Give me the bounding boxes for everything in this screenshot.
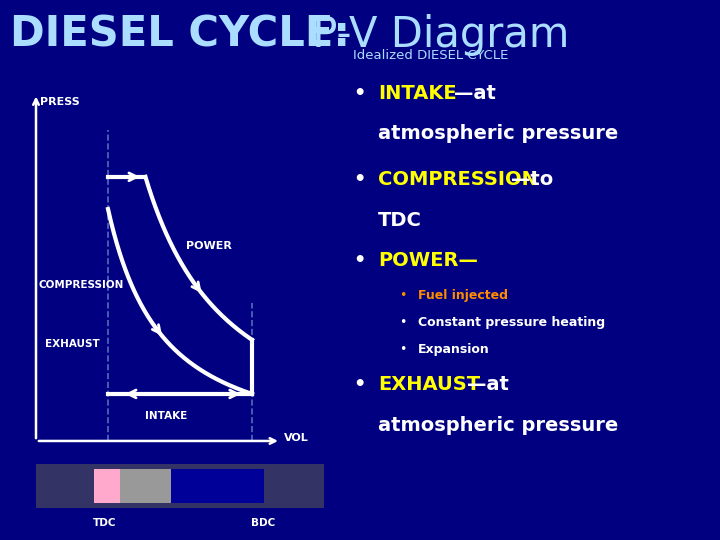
Text: EXHAUST: EXHAUST bbox=[45, 339, 99, 349]
Text: POWER—: POWER— bbox=[378, 251, 478, 270]
Text: •: • bbox=[353, 375, 365, 394]
Text: EXHAUST: EXHAUST bbox=[378, 375, 480, 394]
Text: —to: —to bbox=[511, 170, 554, 189]
Text: •: • bbox=[400, 289, 407, 302]
Text: BDC: BDC bbox=[251, 517, 276, 528]
Text: VOL: VOL bbox=[284, 433, 308, 443]
Text: TDC: TDC bbox=[94, 517, 117, 528]
Text: •: • bbox=[353, 170, 365, 189]
Text: Expansion: Expansion bbox=[418, 343, 490, 356]
Text: P-V Diagram: P-V Diagram bbox=[299, 14, 570, 56]
Text: Constant pressure heating: Constant pressure heating bbox=[418, 316, 605, 329]
Text: Fuel injected: Fuel injected bbox=[418, 289, 508, 302]
Text: TDC: TDC bbox=[378, 211, 422, 229]
Text: •: • bbox=[400, 343, 407, 356]
Text: —at: —at bbox=[454, 84, 495, 103]
Text: —at: —at bbox=[467, 375, 508, 394]
Bar bbox=[171, 469, 264, 503]
Text: PRESS: PRESS bbox=[40, 97, 80, 107]
Bar bbox=[94, 469, 120, 503]
Text: POWER: POWER bbox=[186, 241, 232, 251]
Text: •: • bbox=[400, 316, 407, 329]
Text: •: • bbox=[353, 84, 365, 103]
Text: DIESEL CYCLE:: DIESEL CYCLE: bbox=[10, 14, 350, 56]
Text: COMPRESSION: COMPRESSION bbox=[378, 170, 538, 189]
Text: INTAKE: INTAKE bbox=[145, 411, 188, 421]
Text: Idealized DIESEL CYCLE: Idealized DIESEL CYCLE bbox=[353, 49, 508, 62]
Text: atmospheric pressure: atmospheric pressure bbox=[378, 416, 618, 435]
Text: atmospheric pressure: atmospheric pressure bbox=[378, 124, 618, 143]
Text: •: • bbox=[353, 251, 365, 270]
Bar bbox=[120, 469, 171, 503]
Text: COMPRESSION: COMPRESSION bbox=[39, 280, 125, 291]
Text: INTAKE: INTAKE bbox=[378, 84, 456, 103]
